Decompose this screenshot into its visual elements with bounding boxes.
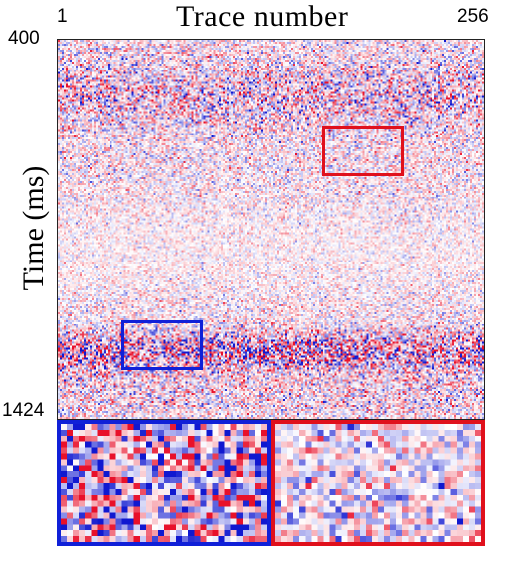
red-zoom-inset <box>271 420 485 546</box>
seismic-section-image <box>58 40 484 419</box>
red-zoom-image <box>275 424 481 542</box>
blue-highlight-box <box>121 320 203 370</box>
y-axis-max-label: 1424 <box>2 400 45 421</box>
blue-zoom-inset <box>57 420 271 546</box>
x-axis-min-label: 1 <box>57 6 68 27</box>
red-highlight-box <box>322 126 404 176</box>
x-axis-max-label: 256 <box>457 6 489 27</box>
blue-zoom-image <box>61 424 267 542</box>
seismic-section-panel <box>57 39 485 420</box>
y-axis-title: Time (ms) <box>17 165 50 291</box>
y-axis-min-label: 400 <box>8 28 40 49</box>
x-axis-title: Trace number <box>176 0 349 33</box>
